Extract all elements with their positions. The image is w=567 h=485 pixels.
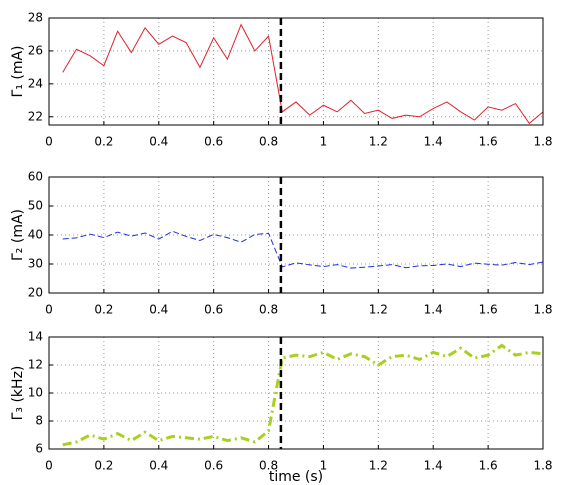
x-tick-label: 0.6 — [204, 303, 223, 317]
y-tick-label: 14 — [28, 330, 43, 344]
y-axis-label: Γ₃ (kHz) — [10, 366, 26, 421]
y-axis-label: Γ₁ (mA) — [10, 45, 26, 97]
x-tick-label: 1.2 — [369, 303, 388, 317]
x-tick-label: 1.6 — [479, 303, 498, 317]
y-axis-label: Γ₂ (mA) — [10, 209, 26, 261]
x-tick-label: 1.6 — [479, 459, 498, 473]
y-tick-label: 22 — [28, 109, 43, 123]
x-tick-label: 0.2 — [94, 135, 113, 149]
y-tick-label: 12 — [28, 358, 43, 372]
y-tick-label: 30 — [28, 257, 43, 271]
x-tick-label: 1.8 — [533, 459, 552, 473]
y-tick-label: 26 — [28, 43, 43, 57]
x-tick-label: 0.6 — [204, 459, 223, 473]
x-tick-label: 0.4 — [149, 135, 168, 149]
data-line — [62, 230, 544, 269]
x-tick-label: 1 — [320, 303, 328, 317]
y-tick-label: 20 — [28, 286, 43, 300]
y-tick-label: 10 — [28, 386, 43, 400]
x-tick-label: 0.8 — [259, 459, 278, 473]
y-tick-label: 24 — [28, 76, 43, 90]
x-tick-label: 0 — [45, 135, 53, 149]
plot-area — [49, 177, 543, 293]
x-tick-label: 1.4 — [424, 459, 443, 473]
x-tick-label: 1 — [320, 135, 328, 149]
x-tick-label: 1 — [320, 459, 328, 473]
x-tick-label: 0.4 — [149, 459, 168, 473]
axes-frame — [48, 336, 544, 450]
plot-area — [49, 18, 543, 125]
x-tick-label: 1.8 — [533, 135, 552, 149]
x-tick-label: 0.2 — [94, 459, 113, 473]
axes-frame — [48, 17, 544, 126]
data-line — [62, 343, 544, 447]
x-tick-label: 0.4 — [149, 303, 168, 317]
x-tick-label: 1.2 — [369, 135, 388, 149]
y-tick-label: 28 — [28, 11, 43, 25]
x-tick-label: 0.8 — [259, 303, 278, 317]
x-tick-label: 1.8 — [533, 303, 552, 317]
x-tick-label: 0.6 — [204, 135, 223, 149]
y-tick-label: 50 — [28, 199, 43, 213]
x-tick-label: 0.2 — [94, 303, 113, 317]
x-tick-label: 1.4 — [424, 135, 443, 149]
y-tick-label: 40 — [28, 228, 43, 242]
y-tick-label: 8 — [35, 414, 43, 428]
y-tick-label: 60 — [28, 170, 43, 184]
x-tick-label: 1.4 — [424, 303, 443, 317]
y-tick-label: 6 — [35, 442, 43, 456]
x-tick-label: 1.6 — [479, 135, 498, 149]
x-tick-label: 1.2 — [369, 459, 388, 473]
x-axis-label: time (s) — [269, 469, 323, 485]
axes-frame — [48, 176, 544, 294]
data-line — [62, 23, 544, 125]
x-tick-label: 0.8 — [259, 135, 278, 149]
x-tick-label: 0 — [45, 459, 53, 473]
x-tick-label: 0 — [45, 303, 53, 317]
